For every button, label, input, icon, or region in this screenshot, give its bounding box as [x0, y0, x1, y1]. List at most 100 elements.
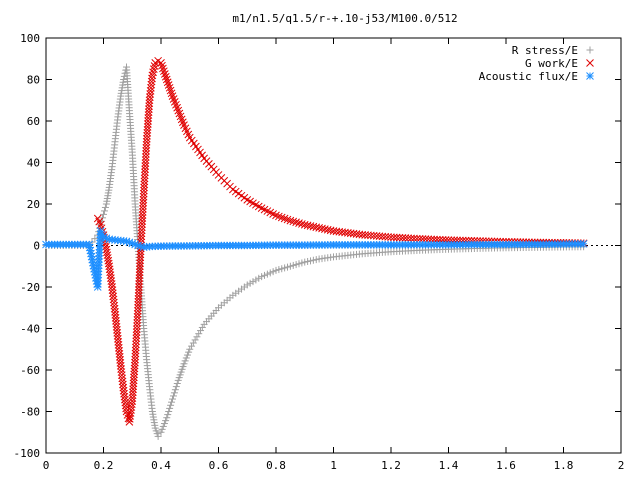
x-tick-label: 1.2 — [381, 459, 401, 472]
series-1 — [93, 56, 588, 426]
data-point — [135, 271, 144, 279]
data-point — [101, 203, 109, 211]
data-point — [186, 345, 194, 353]
data-point — [139, 189, 148, 198]
data-point — [467, 236, 476, 245]
data-point — [109, 295, 118, 304]
data-point — [146, 87, 155, 95]
data-point — [171, 386, 179, 394]
data-point — [139, 201, 147, 210]
data-point — [163, 414, 171, 422]
data-point — [188, 342, 196, 350]
data-point — [145, 105, 153, 113]
data-point — [130, 370, 138, 379]
data-point — [143, 131, 151, 140]
data-point — [144, 108, 153, 116]
data-point — [91, 235, 99, 243]
data-point — [140, 180, 149, 189]
data-point — [136, 262, 144, 271]
data-point — [387, 233, 395, 242]
data-point — [133, 313, 142, 321]
data-point — [145, 99, 154, 108]
data-point — [134, 286, 143, 294]
data-point — [118, 377, 127, 386]
y-tick-label: 20 — [27, 198, 40, 211]
y-tick-label: -100 — [14, 447, 41, 460]
data-point — [395, 233, 404, 242]
data-point — [131, 355, 139, 364]
data-point — [133, 306, 142, 315]
data-point — [266, 269, 274, 277]
data-point — [148, 74, 156, 83]
data-point — [139, 195, 148, 204]
data-point — [144, 120, 152, 128]
data-point — [129, 376, 138, 385]
data-point — [144, 111, 153, 119]
data-point — [165, 83, 174, 92]
data-point — [154, 432, 162, 440]
data-point — [579, 239, 588, 248]
data-point — [286, 216, 295, 225]
data-point — [275, 266, 283, 274]
data-point — [118, 374, 127, 383]
data-point — [163, 78, 172, 87]
data-point — [158, 425, 166, 433]
data-point — [138, 220, 146, 228]
data-point — [172, 383, 180, 391]
data-point — [284, 263, 291, 271]
data-point — [165, 408, 173, 415]
data-point — [243, 281, 251, 289]
data-point — [132, 334, 141, 343]
data-point — [139, 205, 147, 213]
x-tick-label: 1.6 — [496, 459, 516, 472]
x-tick-label: 1 — [330, 459, 337, 472]
data-point — [133, 309, 142, 318]
data-point — [169, 392, 177, 400]
data-point — [401, 234, 410, 242]
legend-marker — [586, 59, 594, 67]
data-point — [100, 210, 107, 218]
data-point — [159, 64, 167, 73]
data-point — [142, 143, 151, 152]
data-point — [275, 212, 283, 221]
data-point — [119, 380, 127, 389]
data-point — [141, 168, 149, 177]
data-point — [131, 349, 140, 358]
data-point — [298, 220, 306, 228]
data-point — [390, 233, 398, 242]
data-point — [141, 153, 150, 161]
data-point — [129, 385, 137, 394]
data-point — [110, 298, 118, 307]
data-point — [137, 232, 146, 241]
data-point — [272, 211, 280, 220]
y-tick-label: 40 — [27, 157, 40, 170]
data-point — [158, 61, 166, 70]
data-point — [160, 70, 169, 78]
data-point — [147, 77, 156, 86]
data-point — [140, 177, 149, 186]
data-point — [292, 218, 300, 227]
data-point — [286, 262, 294, 270]
data-point — [130, 361, 139, 370]
y-tick-label: 80 — [27, 74, 40, 87]
data-point — [138, 211, 147, 219]
data-point — [307, 257, 314, 265]
x-tick-label: 0.2 — [94, 459, 114, 472]
data-point — [130, 364, 139, 373]
data-point — [136, 253, 145, 262]
data-point — [87, 252, 96, 261]
data-point — [161, 72, 170, 81]
data-point — [180, 360, 188, 368]
data-point — [295, 260, 303, 268]
data-point — [258, 273, 266, 281]
data-point — [137, 229, 146, 238]
data-point — [261, 271, 268, 279]
data-point — [144, 117, 152, 125]
data-point — [157, 59, 165, 67]
data-point — [135, 274, 144, 282]
data-point — [135, 283, 143, 291]
data-point — [146, 93, 154, 101]
data-point — [304, 257, 312, 265]
